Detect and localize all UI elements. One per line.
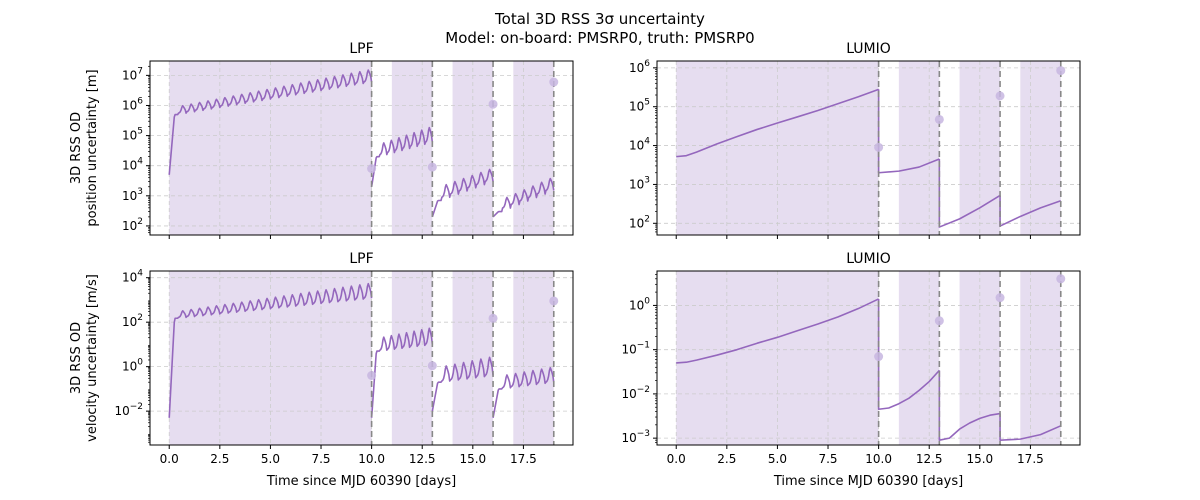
y-tick-label: 10−1 [621, 341, 650, 357]
x-tick-label: 7.5 [311, 452, 330, 466]
x-tick-label: 0.0 [160, 452, 179, 466]
plot-area [657, 271, 1080, 445]
x-tick-label: 10.0 [358, 452, 385, 466]
y-tick-label: 10−2 [114, 402, 143, 418]
y-tick-label: 10−3 [621, 429, 650, 445]
axes-frame [149, 270, 574, 446]
data-point [488, 313, 498, 323]
shaded-interval [391, 271, 433, 445]
series-line [492, 366, 555, 418]
series-line [938, 370, 1001, 441]
panel-title: LPF [349, 251, 373, 267]
data-point [367, 371, 377, 381]
data-point [1056, 66, 1066, 76]
x-tick-label: 5.0 [261, 452, 280, 466]
shaded-interval [898, 271, 940, 445]
x-axis-label: Time since MJD 60390 [days] [266, 474, 456, 489]
y-axis-label: velocity uncertainty [m/s] [85, 274, 100, 442]
series-line [370, 327, 434, 418]
panel-title: LUMIO [846, 41, 891, 57]
y-tick-label: 106 [629, 59, 650, 75]
data-point [367, 164, 377, 174]
data-point [427, 361, 437, 371]
x-tick-label: 0.0 [667, 452, 686, 466]
panel-lumio-position: 102 103 104 105 106 LUMIO [629, 41, 1081, 239]
shaded-interval [513, 271, 554, 445]
axes-frame [149, 60, 574, 236]
shaded-interval [1020, 271, 1061, 445]
x-tick-label: 12.5 [409, 452, 436, 466]
y-axis-label: 3D RSS OD [69, 322, 84, 394]
shaded-interval [513, 61, 554, 235]
panel-title: LPF [349, 41, 373, 57]
panel-lpf-position: 102 103 104 105 106 107 LPF 3D RSS OD position u… [69, 41, 574, 239]
panel-title: LUMIO [846, 251, 891, 267]
plot-area [657, 61, 1080, 235]
x-tick-label: 5.0 [768, 452, 787, 466]
y-tick-label: 100 [122, 358, 143, 374]
series-line [168, 69, 373, 175]
y-tick-label: 105 [122, 127, 143, 143]
y-axis-label: 3D RSS OD [69, 112, 84, 184]
data-point [995, 91, 1005, 101]
x-tick-label: 17.5 [1017, 452, 1044, 466]
plot-area [150, 61, 573, 235]
y-tick-label: 106 [122, 96, 143, 112]
x-tick-label: 17.5 [510, 452, 537, 466]
data-point [549, 77, 559, 87]
y-axis-label: position uncertainty [m] [85, 69, 100, 226]
y-tick-label: 102 [122, 313, 143, 329]
data-point [934, 316, 944, 326]
series-line [492, 177, 555, 218]
x-tick-label: 2.5 [717, 452, 736, 466]
y-tick-label: 103 [629, 175, 650, 191]
x-tick-label: 7.5 [818, 452, 837, 466]
y-tick-label: 107 [122, 66, 143, 82]
x-axis-label: Time since MJD 60390 [days] [773, 474, 963, 489]
shaded-interval [1020, 61, 1061, 235]
data-point [995, 293, 1005, 303]
data-point [1056, 274, 1066, 284]
x-tick-label: 12.5 [916, 452, 943, 466]
y-tick-label: 10−2 [621, 385, 650, 401]
y-tick-label: 104 [122, 269, 143, 285]
shaded-interval [391, 61, 433, 235]
y-tick-label: 102 [122, 217, 143, 233]
data-point [934, 114, 944, 124]
y-tick-label: 105 [629, 98, 650, 114]
panel-lumio-velocity: 0.0 2.5 5.0 7.5 10.0 12.5 15.0 17.5 10−3 10−2 10−1… [621, 251, 1081, 489]
series-line [370, 126, 434, 187]
data-point [874, 142, 884, 152]
x-tick-label: 15.0 [459, 452, 486, 466]
series-line [431, 356, 494, 412]
y-tick-label: 100 [629, 296, 650, 312]
series-line [431, 168, 494, 218]
y-tick-label: 102 [629, 214, 650, 230]
series-line [877, 298, 940, 411]
y-tick-label: 104 [629, 137, 650, 153]
x-tick-label: 10.0 [865, 452, 892, 466]
data-point [874, 352, 884, 362]
figure-subtitle: Model: on-board: PMSRP0, truth: PMSRP0 [445, 29, 754, 47]
axes-frame [656, 60, 1081, 236]
plot-area [150, 271, 573, 445]
x-tick-label: 15.0 [966, 452, 993, 466]
axes-frame [656, 270, 1081, 446]
data-point [488, 99, 498, 109]
y-tick-label: 103 [122, 187, 143, 203]
y-tick-label: 104 [122, 157, 143, 173]
figure-title: Total 3D RSS 3σ uncertainty [494, 10, 705, 28]
shaded-interval [898, 61, 940, 235]
series-line [168, 282, 373, 418]
panel-lpf-velocity: 0.0 2.5 5.0 7.5 10.0 12.5 15.0 17.5 10−2 100 102 10… [69, 251, 574, 489]
data-point [427, 162, 437, 172]
data-point [549, 296, 559, 306]
series-line [676, 298, 879, 364]
x-tick-label: 2.5 [210, 452, 229, 466]
series-line [676, 88, 879, 158]
